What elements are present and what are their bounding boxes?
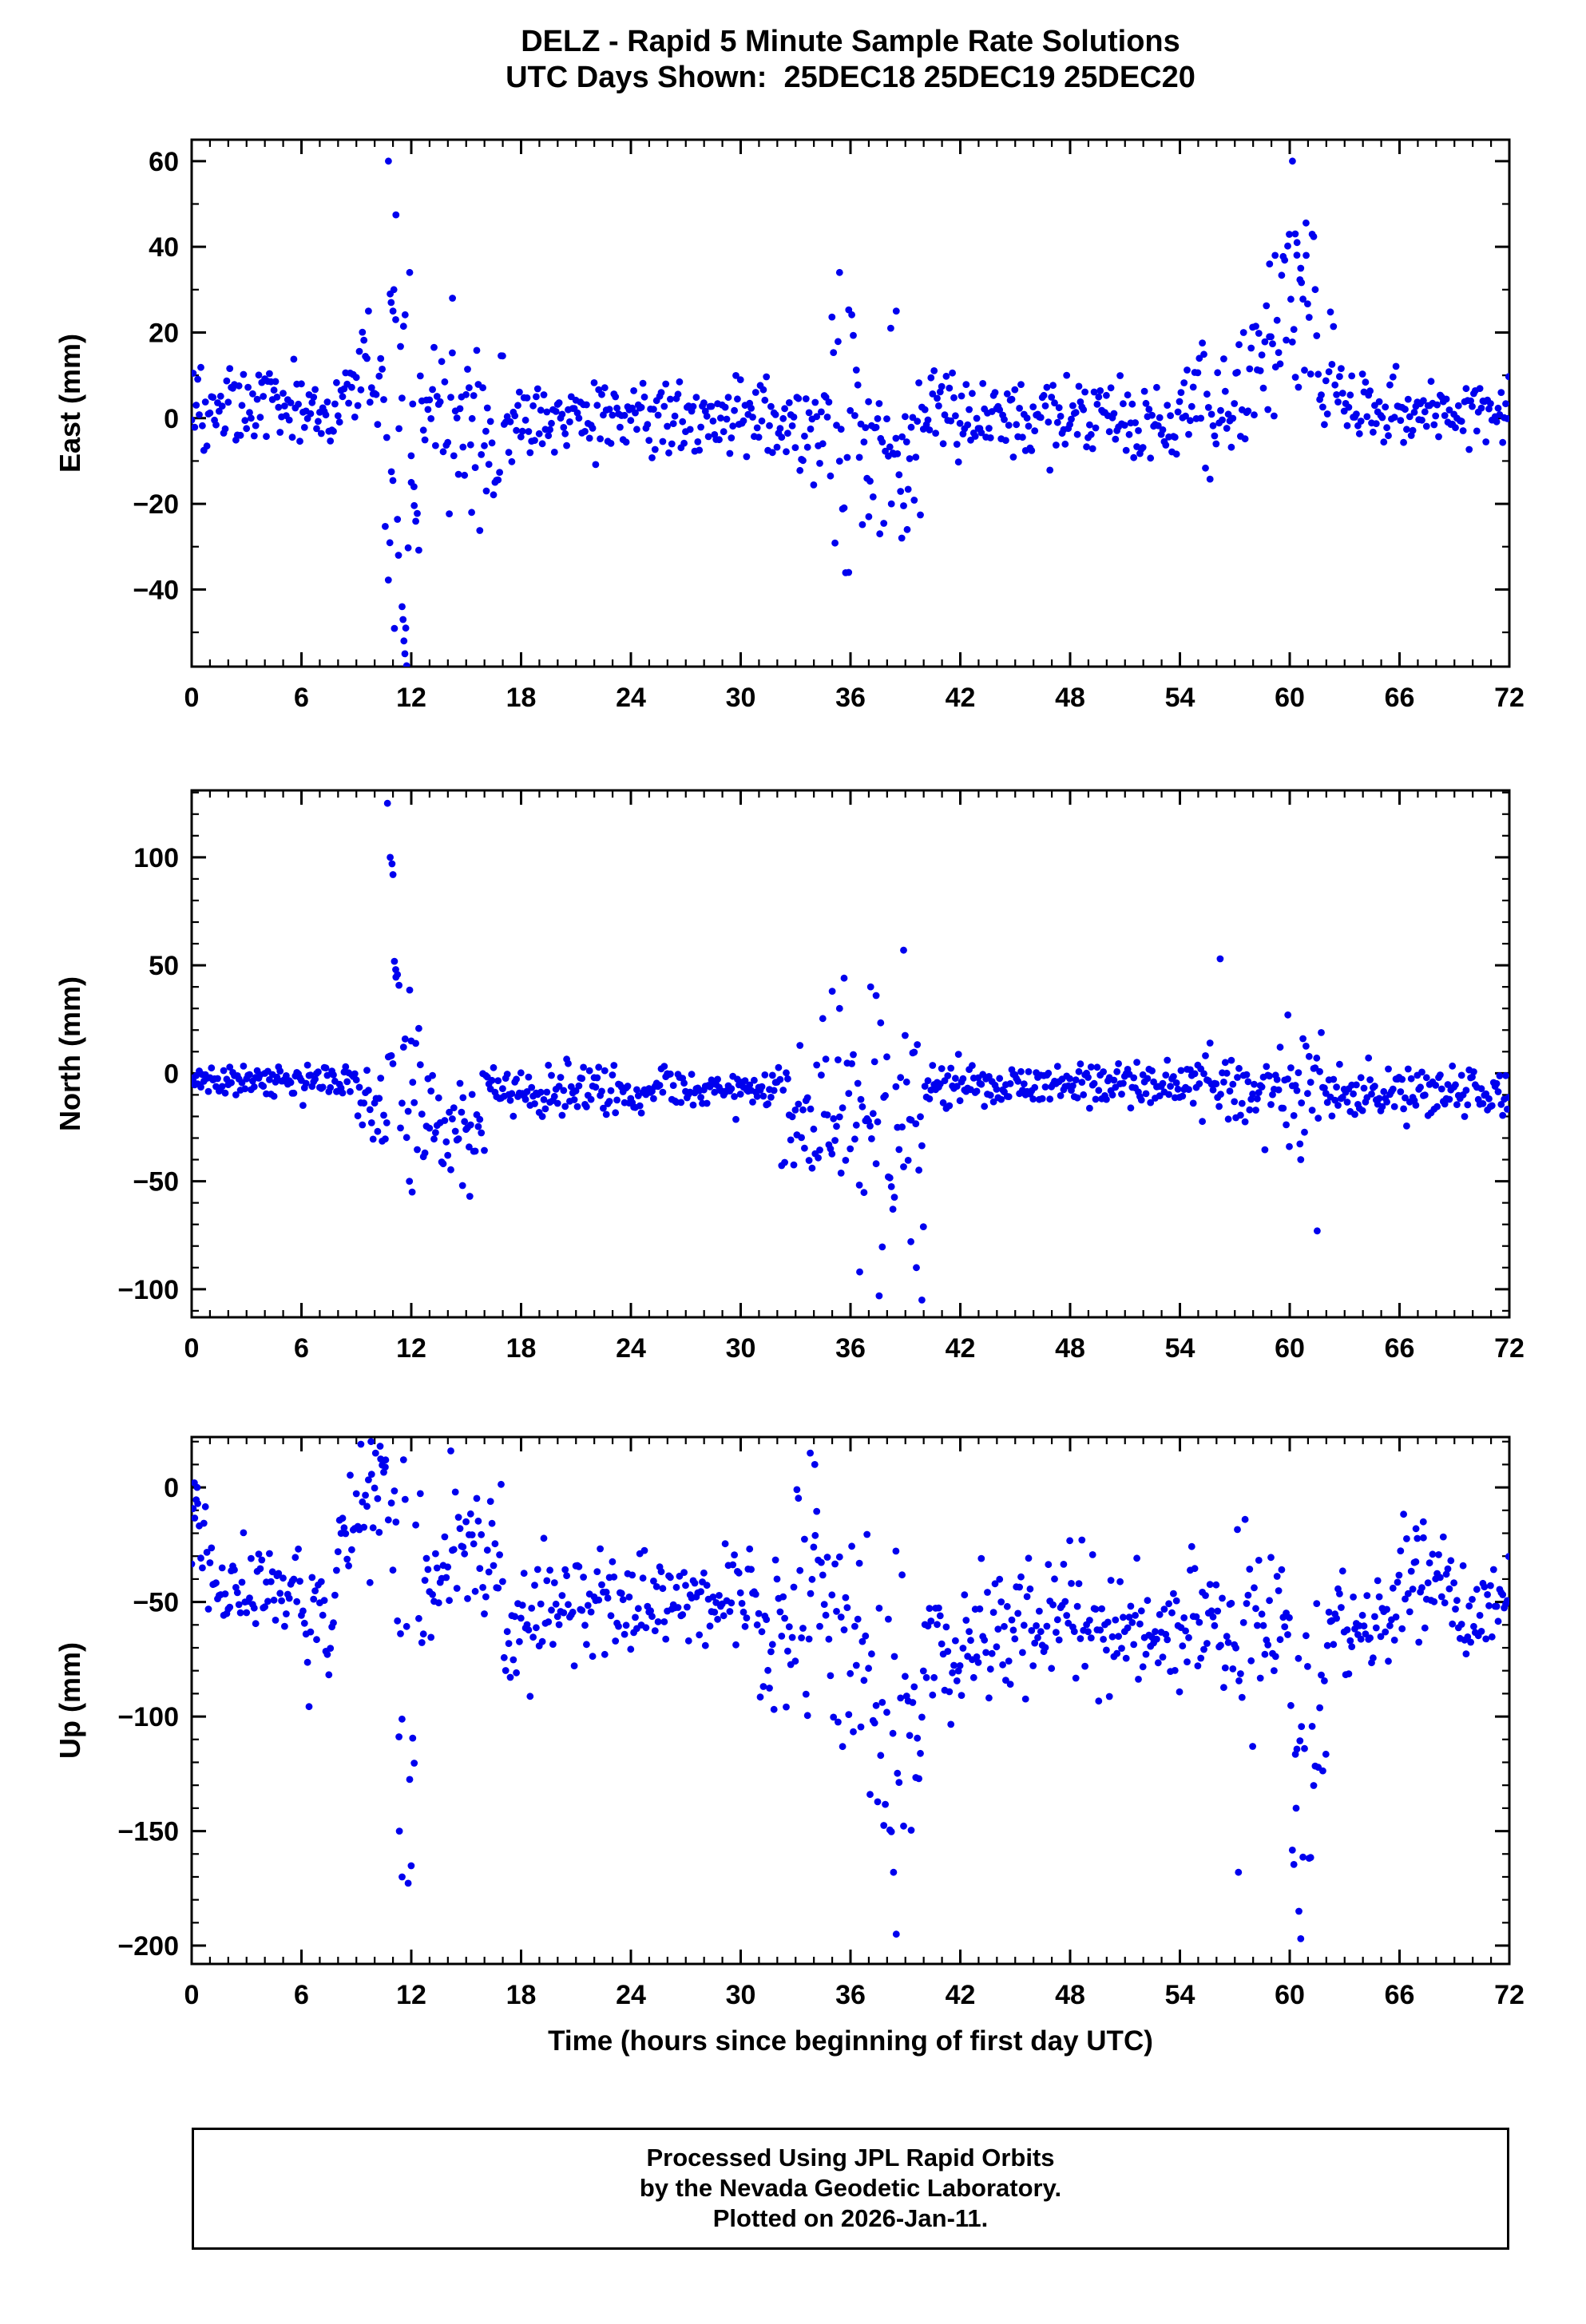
svg-text:66: 66 — [1385, 1980, 1415, 2010]
svg-text:East (mm): East (mm) — [54, 334, 86, 473]
east-plot: 0 6 12 18 24 30 36 42 48 54 60 66 72 −40 −20 0 20 40 60 Eas… — [0, 116, 1586, 754]
svg-text:42: 42 — [946, 1333, 976, 1364]
footer-line-1: Processed Using JPL Rapid Orbits — [646, 2144, 1055, 2172]
svg-text:36: 36 — [835, 683, 866, 713]
east-scatter-points — [192, 157, 1509, 667]
svg-text:66: 66 — [1385, 683, 1415, 713]
svg-text:−100: −100 — [117, 1702, 179, 1732]
svg-text:−50: −50 — [133, 1167, 179, 1198]
svg-text:−100: −100 — [117, 1275, 179, 1305]
svg-text:54: 54 — [1165, 1333, 1195, 1364]
svg-text:42: 42 — [946, 1980, 976, 2010]
svg-text:24: 24 — [616, 1333, 646, 1364]
svg-text:30: 30 — [726, 1333, 756, 1364]
footer-line-3: Plotted on 2026-Jan-11. — [712, 2203, 989, 2232]
north-plot-svg: 0 6 12 18 24 30 36 42 48 54 60 66 72 −100 −50 0 50 100 Nor… — [54, 789, 1525, 1364]
title-line-2: UTC Days Shown: 25DEC18 25DEC19 25DEC20 — [506, 60, 1195, 94]
svg-text:18: 18 — [506, 1333, 537, 1364]
svg-text:42: 42 — [946, 683, 976, 713]
svg-text:30: 30 — [726, 1980, 756, 2010]
svg-text:−50: −50 — [133, 1588, 179, 1618]
svg-text:12: 12 — [396, 1980, 426, 2010]
x-axis-label: Time (hours since beginning of first day… — [548, 2025, 1153, 2057]
svg-text:0: 0 — [184, 683, 200, 713]
title-line-1: DELZ - Rapid 5 Minute Sample Rate Soluti… — [521, 25, 1180, 58]
chart-title: DELZ - Rapid 5 Minute Sample Rate Soluti… — [192, 24, 1509, 96]
svg-text:12: 12 — [396, 1333, 426, 1364]
svg-text:60: 60 — [149, 147, 179, 177]
east-plot-svg: 0 6 12 18 24 30 36 42 48 54 60 66 72 −40 −20 0 20 40 60 Eas… — [54, 138, 1525, 713]
svg-text:0: 0 — [164, 404, 179, 434]
svg-text:20: 20 — [149, 318, 179, 348]
footer-box: Processed Using JPL Rapid Orbits by the … — [192, 2128, 1509, 2251]
svg-text:60: 60 — [1275, 683, 1305, 713]
svg-text:36: 36 — [835, 1980, 866, 2010]
svg-text:0: 0 — [184, 1980, 200, 2010]
svg-text:48: 48 — [1055, 683, 1085, 713]
footer-line-2: by the Nevada Geodetic Laboratory. — [639, 2173, 1062, 2202]
svg-text:0: 0 — [184, 1333, 200, 1364]
svg-text:72: 72 — [1494, 1980, 1525, 2010]
svg-text:6: 6 — [294, 1333, 309, 1364]
svg-text:North (mm): North (mm) — [54, 976, 86, 1131]
svg-text:6: 6 — [294, 1980, 309, 2010]
svg-text:6: 6 — [294, 683, 309, 713]
up-plot-svg: 0 6 12 18 24 30 36 42 48 54 60 66 72 −200 −150 −100 −50 0… — [54, 1435, 1525, 2010]
svg-text:18: 18 — [506, 683, 537, 713]
up-scatter-points — [192, 1438, 1509, 1942]
svg-text:12: 12 — [396, 683, 426, 713]
svg-text:72: 72 — [1494, 683, 1525, 713]
svg-text:60: 60 — [1275, 1333, 1305, 1364]
svg-text:54: 54 — [1165, 1980, 1195, 2010]
svg-text:Up (mm): Up (mm) — [54, 1642, 86, 1759]
svg-text:48: 48 — [1055, 1333, 1085, 1364]
svg-text:24: 24 — [616, 1980, 646, 2010]
svg-text:54: 54 — [1165, 683, 1195, 713]
svg-text:−150: −150 — [117, 1817, 179, 1847]
north-plot: 0 6 12 18 24 30 36 42 48 54 60 66 72 −100 −50 0 50 100 Nor… — [0, 766, 1586, 1405]
svg-text:30: 30 — [726, 683, 756, 713]
svg-text:0: 0 — [164, 1473, 179, 1503]
svg-text:40: 40 — [149, 232, 179, 263]
svg-text:−40: −40 — [133, 575, 179, 605]
svg-text:0: 0 — [164, 1059, 179, 1089]
north-scatter-points — [192, 799, 1509, 1304]
up-plot: 0 6 12 18 24 30 36 42 48 54 60 66 72 −200 −150 −100 −50 0… — [0, 1413, 1586, 2052]
svg-text:18: 18 — [506, 1980, 537, 2010]
svg-text:−20: −20 — [133, 489, 179, 520]
svg-text:48: 48 — [1055, 1980, 1085, 2010]
svg-text:24: 24 — [616, 683, 646, 713]
svg-text:66: 66 — [1385, 1333, 1415, 1364]
svg-text:100: 100 — [133, 843, 179, 873]
svg-text:50: 50 — [149, 951, 179, 981]
svg-text:60: 60 — [1275, 1980, 1305, 2010]
svg-text:72: 72 — [1494, 1333, 1525, 1364]
svg-text:36: 36 — [835, 1333, 866, 1364]
svg-text:−200: −200 — [117, 1931, 179, 1962]
